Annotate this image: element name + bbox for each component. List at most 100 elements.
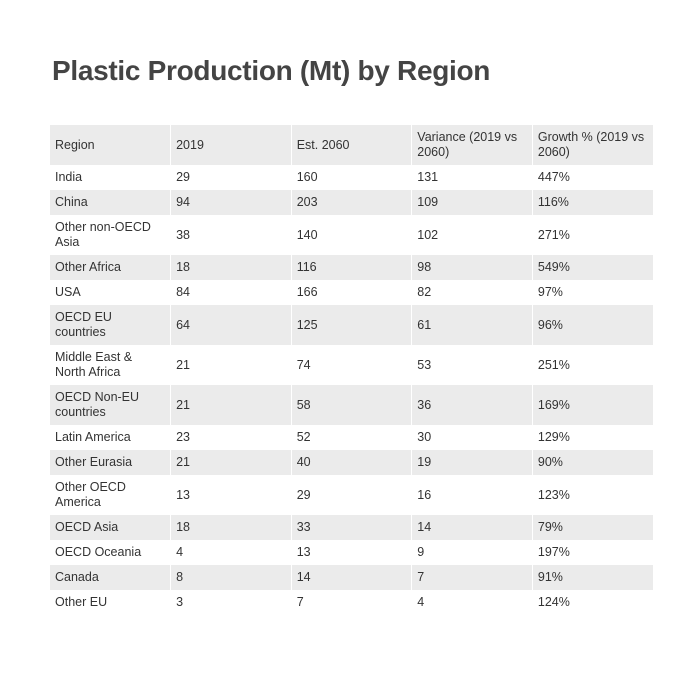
value-cell: 102 <box>411 215 533 255</box>
table-header: Region 2019 Est. 2060 Variance (2019 vs 206… <box>50 125 653 165</box>
value-cell: 84 <box>170 280 292 305</box>
region-cell: OECD Asia <box>55 520 119 534</box>
value-cell: 16 <box>411 475 533 515</box>
value-cell: 131 <box>411 165 533 190</box>
value-cell: 129% <box>531 425 653 450</box>
region-cell: China <box>55 195 88 209</box>
table-row: China 94 203 109 116% <box>50 190 653 215</box>
region-cell: USA <box>55 285 81 299</box>
value-cell: 74 <box>290 345 412 385</box>
value-cell: 82 <box>411 280 533 305</box>
region-cell: Other non-OECD Asia <box>55 220 151 249</box>
value-cell: 13 <box>170 475 292 515</box>
value-cell: 160 <box>290 165 412 190</box>
value-cell: 123% <box>531 475 653 515</box>
value-cell: 271% <box>531 215 653 255</box>
region-cell: OECD Oceania <box>55 545 142 559</box>
column-header: Growth % (2019 vs 2060) <box>531 125 653 165</box>
value-cell: 18 <box>170 515 292 540</box>
value-cell: 40 <box>290 450 412 475</box>
value-cell: 4 <box>170 540 292 565</box>
value-cell: 29 <box>290 475 412 515</box>
value-cell: 124% <box>531 590 653 615</box>
value-cell: 549% <box>531 255 653 280</box>
value-cell: 116 <box>290 255 412 280</box>
region-cell: OECD EU countries <box>55 310 112 339</box>
table-row: Other Africa 18 116 98 549% <box>50 255 653 280</box>
value-cell: 33 <box>290 515 412 540</box>
region-cell: Other EU <box>55 595 108 609</box>
column-header: 2019 <box>170 125 292 165</box>
value-cell: 21 <box>170 450 292 475</box>
value-cell: 447% <box>531 165 653 190</box>
title: Plastic Production (Mt) by Region <box>52 55 491 86</box>
value-cell: 140 <box>290 215 412 255</box>
value-cell: 61 <box>411 305 533 345</box>
value-cell: 94 <box>170 190 292 215</box>
value-cell: 90% <box>531 450 653 475</box>
table-row: Other Eurasia 21 40 19 90% <box>50 450 653 475</box>
value-cell: 8 <box>170 565 292 590</box>
value-cell: 97% <box>531 280 653 305</box>
value-cell: 98 <box>411 255 533 280</box>
value-cell: 30 <box>411 425 533 450</box>
region-cell: Latin America <box>55 430 131 444</box>
region-cell: Other Eurasia <box>55 455 133 469</box>
value-cell: 251% <box>531 345 653 385</box>
value-cell: 91% <box>531 565 653 590</box>
table-row: Middle East & North Africa 21 74 53 251% <box>50 345 653 385</box>
value-cell: 21 <box>170 385 292 425</box>
value-cell: 14 <box>290 565 412 590</box>
table-row: Other OECD America 13 29 16 123% <box>50 475 653 515</box>
value-cell: 21 <box>170 345 292 385</box>
value-cell: 4 <box>411 590 533 615</box>
value-cell: 166 <box>290 280 412 305</box>
table-row: OECD Oceania 4 13 9 197% <box>50 540 653 565</box>
value-cell: 19 <box>411 450 533 475</box>
table-row: USA 84 166 82 97% <box>50 280 653 305</box>
value-cell: 96% <box>531 305 653 345</box>
header-row: Region 2019 Est. 2060 Variance (2019 vs 206… <box>50 125 653 165</box>
value-cell: 13 <box>290 540 412 565</box>
table-row: OECD EU countries 64 125 61 96% <box>50 305 653 345</box>
table-row: India 29 160 131 447% <box>50 165 653 190</box>
value-cell: 79% <box>531 515 653 540</box>
column-header: Region <box>55 137 95 152</box>
column-header: Est. 2060 <box>290 125 412 165</box>
column-header: Variance (2019 vs 2060) <box>411 125 533 165</box>
region-cell: India <box>55 170 83 184</box>
value-cell: 58 <box>290 385 412 425</box>
region-cell: Other OECD America <box>55 480 126 509</box>
value-cell: 53 <box>411 345 533 385</box>
region-cell: OECD Non-EU countries <box>55 390 140 419</box>
value-cell: 36 <box>411 385 533 425</box>
value-cell: 109 <box>411 190 533 215</box>
value-cell: 7 <box>290 590 412 615</box>
value-cell: 29 <box>170 165 292 190</box>
value-cell: 38 <box>170 215 292 255</box>
value-cell: 23 <box>170 425 292 450</box>
region-cell: Middle East & North Africa <box>55 350 133 379</box>
value-cell: 116% <box>531 190 653 215</box>
value-cell: 197% <box>531 540 653 565</box>
table-row: Other non-OECD Asia 38 140 102 271% <box>50 215 653 255</box>
value-cell: 18 <box>170 255 292 280</box>
value-cell: 9 <box>411 540 533 565</box>
value-cell: 52 <box>290 425 412 450</box>
table-row: Latin America 23 52 30 129% <box>50 425 653 450</box>
value-cell: 125 <box>290 305 412 345</box>
value-cell: 14 <box>411 515 533 540</box>
table-row: OECD Non-EU countries 21 58 36 169% <box>50 385 653 425</box>
table-row: Canada 8 14 7 91% <box>50 565 653 590</box>
data-table: Region 2019 Est. 2060 Variance (2019 vs 206… <box>50 125 653 615</box>
region-cell: Canada <box>55 570 99 584</box>
value-cell: 3 <box>170 590 292 615</box>
table-row: OECD Asia 18 33 14 79% <box>50 515 653 540</box>
value-cell: 169% <box>531 385 653 425</box>
table-body: India 29 160 131 447% China 94 203 109 116% Other … <box>50 165 653 615</box>
value-cell: 7 <box>411 565 533 590</box>
region-cell: Other Africa <box>55 260 121 274</box>
value-cell: 203 <box>290 190 412 215</box>
value-cell: 64 <box>170 305 292 345</box>
